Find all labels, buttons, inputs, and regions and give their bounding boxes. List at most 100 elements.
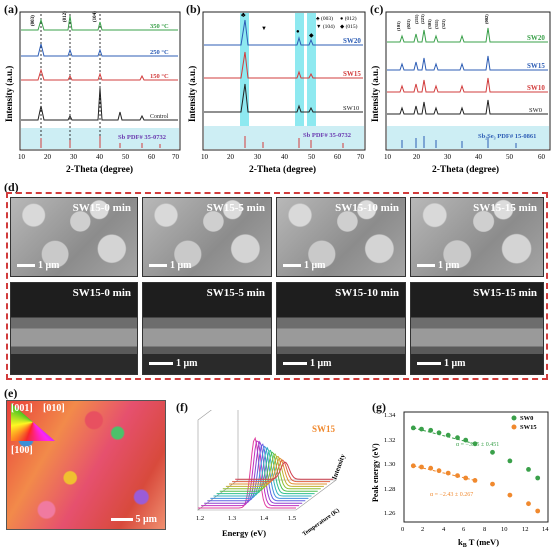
ytick: 1.26 [384,510,396,517]
xrd-350-trace [21,15,178,31]
xtick: 30 [444,153,452,161]
sem-top-5min: SW15-5 min 1 μm [142,197,272,277]
svg-text:◆: ◆ [309,33,314,39]
xtick: 10 [501,526,508,533]
ebsd-map: [001] [010] [100] 5 μm [6,400,166,530]
pl-spectrum-curve [225,455,324,487]
fit-sw15-label: α = −2.43 ± 0.267 [430,492,473,498]
panel-f-label: (f) [176,400,188,414]
xtick: 40 [281,153,289,161]
xtick: 50 [122,153,130,161]
pl-spectrum-curve [229,457,327,485]
fit-line-sw15 [413,465,476,481]
xrd-sw10-trace [387,77,548,93]
sem-top-0min: SW15-0 min 1 μm [10,197,138,277]
data-point-sw0 [428,427,434,433]
series-sw15-label: SW15 [527,62,545,70]
peak-104-label: (104) [93,11,98,22]
xrd-sw15-trace [387,55,548,71]
xtick: 20 [413,153,421,161]
series-sw0-label: SW0 [529,107,542,114]
ytick: 1.32 [384,437,395,444]
data-point-sw15 [463,475,469,481]
intensity-label: Intensity [330,453,347,481]
xtick: 0 [401,526,404,533]
data-point-sw0 [419,426,424,432]
data-point-sw15 [410,463,416,469]
legend-sw15: SW15 [520,424,537,431]
sample-label: SW15 [312,424,336,434]
xtick: 4 [442,526,446,533]
peak-003-label: (003) [31,15,36,26]
xtick: 10 [18,153,26,161]
ori-100: [100] [11,445,33,456]
xtick: 70 [172,153,180,161]
series-sw15-label: SW15 [343,70,361,78]
x-axis-label: 2-Theta (degree) [432,164,499,175]
xtick: 50 [308,153,316,161]
xrd-sw20-trace [387,27,548,43]
series-sw20-label: SW20 [343,37,361,45]
series-350-label: 350 °C [150,23,169,30]
legend-012: ● (012) [340,15,357,22]
panel-b-xrd-chart: ♣ ▼ ● ◆ ♣ (003) ● (012) ▼ (104) ◆ (015) SW2… [187,11,366,175]
pl-spectrum-curve [232,459,331,483]
svg-text:●: ● [296,29,300,35]
xtick: 14 [542,526,549,533]
y-axis-label: Intensity (a.u.) [370,66,380,122]
peak-label: (002) [484,14,489,24]
y-axis-label: Peak energy (eV) [371,443,380,502]
panel-a-label: (a) [4,2,18,16]
legend-104: ▼ (104) [316,23,335,30]
sem-cross-5min: SW15-5 min 1 μm [142,282,272,375]
xrd-sw0-trace [387,99,548,115]
y-axis-label: Intensity (a.u.) [187,66,197,122]
xtick: 30 [70,153,78,161]
ytick: 1.34 [384,412,396,419]
data-point-sw0 [535,475,541,481]
panel-e-label: (e) [4,386,18,400]
panel-c-xrd-chart: (101) (021) (211) (221) (301) (311) (321… [370,11,551,175]
sem-top-10min: SW15-10 min 1 μm [276,197,406,277]
fit-sw0-label: α = −3.45 ± 0.451 [456,442,499,448]
pl-spectrum-curve [219,451,318,492]
peak-label: (321) [441,19,446,29]
xtick: 1.2 [196,515,204,522]
x-axis-label: 2-Theta (degree) [249,164,316,175]
xtick: 50 [506,153,514,161]
data-point-sw15 [490,481,495,487]
panel-a-xrd-chart: (003) (012) (104) 350 °C 250 °C 150 °C C… [4,11,181,175]
legend-sw0-marker [511,415,517,421]
xrd-control-trace [21,87,178,121]
pl-spectrum-curve [210,445,309,499]
data-point-sw0 [445,432,451,438]
data-point-sw15 [526,501,531,507]
data-point-sw0 [455,435,460,441]
xtick: 70 [357,153,365,161]
sem-cross-10min: SW15-10 min 1 μm [276,282,406,375]
ori-010: [010] [43,403,65,414]
data-point-sw15 [419,464,424,470]
series-250-label: 250 °C [150,49,169,56]
ebsd-scale: 5 μm [135,514,158,525]
peak-label: (301) [427,19,432,29]
fit-line-sw0 [413,427,476,445]
xrd-sw20-trace [204,19,363,46]
series-sw10-label: SW10 [527,84,545,92]
sem-cross-15min: SW15-15 min 1 μm [410,282,544,375]
pl-spectrum-curve [198,436,296,509]
xtick: 30 [254,153,262,161]
panel-b-label: (b) [186,2,201,16]
data-point-sw15 [455,473,460,478]
data-point-sw15 [472,478,478,483]
peak-label: (021) [406,19,411,29]
xtick: 40 [475,153,483,161]
xtick: 40 [96,153,104,161]
temperature-label: Temperature (K) [301,507,341,538]
sem-top-15min: SW15-15 min 1 μm [410,197,544,277]
pl-spectrum-curve [216,449,315,495]
peak-label: (221) [420,14,425,24]
data-point-sw15 [507,492,513,498]
series-150-label: 150 °C [150,73,169,80]
svg-text:♣: ♣ [241,11,246,19]
